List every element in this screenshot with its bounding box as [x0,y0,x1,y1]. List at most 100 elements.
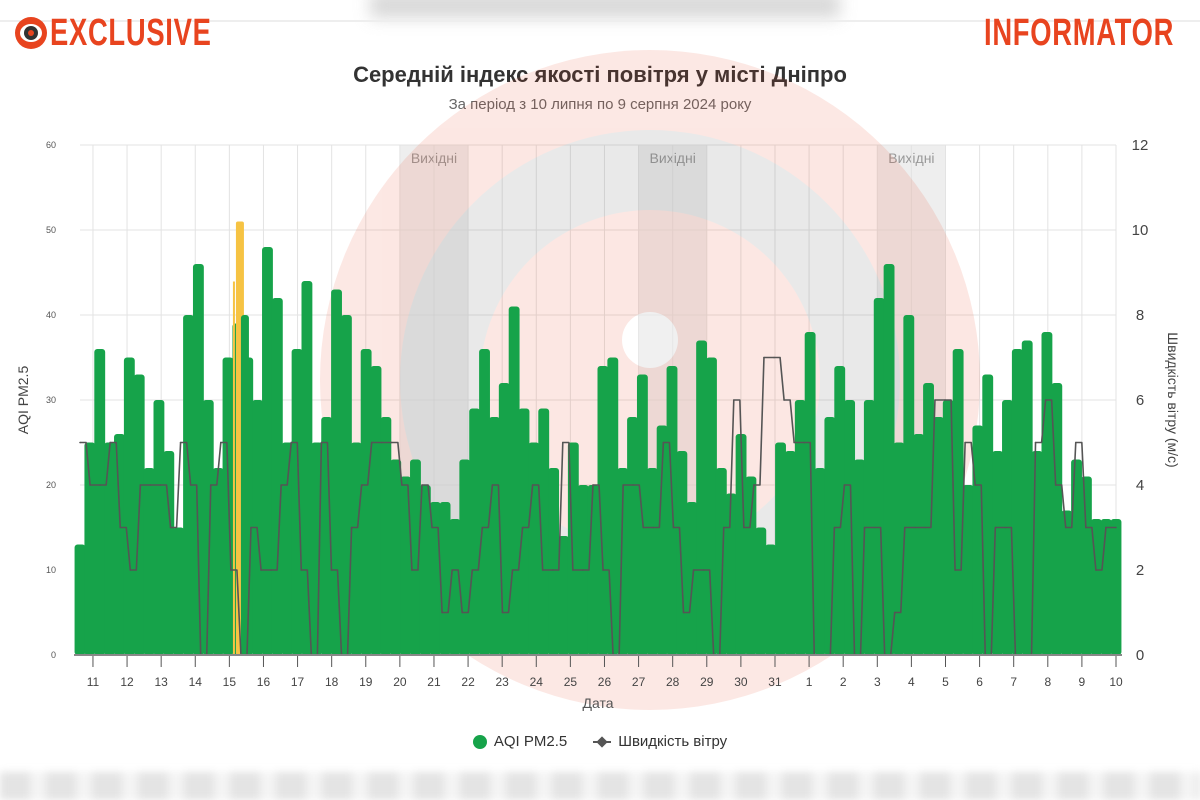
wind-point [602,569,604,571]
aqi-bar [94,349,106,655]
x-tick-label: 30 [734,675,748,689]
wind-point [421,484,423,486]
wind-point [1074,441,1077,444]
aqi-bar [952,349,964,655]
chart-title: Середній індекс якості повітря у місті Д… [0,62,1200,88]
x-tick-label: 13 [154,675,168,689]
aqi-bar [212,468,224,655]
x-tick-label: 12 [120,675,134,689]
aqi-bar [548,468,560,655]
wind-point [391,441,393,444]
divider [0,20,1200,22]
aqi-bar [932,417,944,655]
x-tick-label: 8 [1044,675,1051,689]
logo-informator: INFORMATOR [984,12,1175,54]
y-tick-label: 60 [46,140,56,150]
aqi-bar [291,349,303,655]
x-tick-label: 10 [1109,675,1123,689]
wind-point [974,484,976,486]
wind-point [99,484,101,486]
x-tick-label: 2 [840,675,847,689]
wind-point [793,441,795,444]
aqi-bar [883,264,895,655]
aqi-bar [646,468,658,655]
wind-point [531,484,534,486]
legend-item-wind[interactable]: Швидкість вітру [593,733,727,750]
aqi-bar [222,357,234,655]
wind-point [732,399,735,401]
x-tick-label: 19 [359,675,373,689]
aqi-bar [271,298,283,655]
wind-point [451,569,453,571]
wind-point [944,399,946,401]
legend-item-aqi[interactable]: AQI PM2.5 [472,733,568,750]
wind-point [370,441,373,444]
aqi-bar [114,434,125,655]
aqi-bar [942,400,954,655]
wind-point [1115,526,1117,529]
x-tick-label: 6 [976,675,983,689]
wind-point [320,441,323,444]
wind-point [1044,399,1047,401]
wind-point [350,526,353,529]
wind-point [260,569,262,571]
x-tick-label: 27 [632,675,646,689]
wind-point [551,569,554,571]
wind-point [250,526,252,529]
wind-point [119,526,122,529]
aqi-bar [1080,476,1092,655]
wind-point [1054,484,1057,486]
wind-point [1105,526,1107,529]
x-tick-label: 18 [325,675,339,689]
aqi-bar [1011,349,1023,655]
wind-point [411,569,413,571]
aqi-bar [281,442,293,655]
y-tick-label: 20 [46,480,56,490]
aqi-bar [508,306,520,655]
wind-point [672,526,675,529]
aqi-bar [597,366,609,655]
wind-point [270,569,272,571]
wind-point [572,569,574,571]
x-tick-label: 26 [598,675,612,689]
y-tick-label: 0 [51,650,56,660]
y2-tick-label: 12 [1132,137,1149,154]
aqi-bar [123,357,135,655]
legend-label-aqi: AQI PM2.5 [493,733,568,750]
y2-tick-label: 0 [1136,647,1144,664]
wind-point [642,526,645,529]
wind-point [209,484,212,486]
wind-point [652,526,655,529]
eye-logo-icon [15,17,47,49]
wind-point [481,526,484,529]
wind-point [139,484,142,486]
y2-tick-label: 4 [1136,477,1144,494]
wind-point [682,611,685,614]
aqi-bar [370,366,382,655]
wind-point [783,399,785,401]
aqi-bar [240,315,249,655]
wind-point [561,441,564,444]
aqi-bar [74,544,86,655]
aqi-bar [893,442,905,655]
wind-point [109,441,111,444]
aqi-bar [755,527,767,655]
aqi-bar [607,357,619,655]
legend: AQI PM2.5 Швидкість вітру [0,733,1200,750]
y2-tick-label: 8 [1136,307,1144,324]
aqi-bar [311,442,323,655]
aqi-bar [202,400,214,655]
aqi-bar [1061,510,1073,655]
wind-point [1085,526,1087,529]
y-axis-label: AQI PM2.5 [15,366,31,435]
aqi-bar [479,349,490,655]
aqi-bar [696,340,708,655]
wind-point [692,569,695,571]
x-tick-label: 28 [666,675,680,689]
wind-point [843,484,846,486]
wind-point [582,569,584,571]
y-tick-label: 50 [46,225,56,235]
wind-point [1095,569,1097,571]
y2-axis-label: Швидкість вітру (м/с) [1165,332,1181,467]
aqi-bar [173,527,185,655]
